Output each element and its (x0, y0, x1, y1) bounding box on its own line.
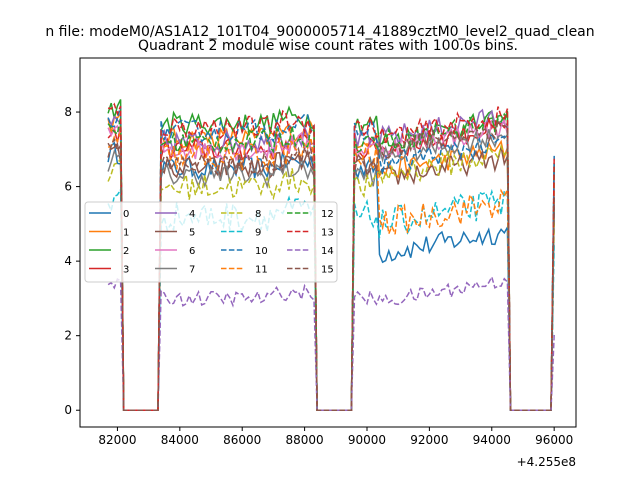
legend-label: 15 (321, 265, 334, 276)
legend-label: 2 (123, 246, 129, 257)
series-line-0 (107, 141, 555, 411)
series-line-13 (107, 102, 555, 411)
legend-label: 1 (123, 228, 129, 239)
y-tick-label: 6 (64, 180, 72, 194)
legend-label: 5 (189, 228, 195, 239)
series-line-5 (107, 142, 555, 411)
x-tick-label: 94000 (473, 433, 511, 447)
legend-label: 0 (123, 209, 129, 220)
x-tick-label: 88000 (286, 433, 324, 447)
series-line-11 (107, 131, 555, 411)
figure-suptitle: n file: modeM0/AS1A12_101T04_9000005714_… (45, 24, 594, 40)
x-tick-label: 84000 (161, 433, 199, 447)
series-line-7 (107, 128, 555, 411)
legend-label: 8 (255, 209, 261, 220)
legend-label: 6 (189, 246, 195, 257)
series-line-12 (107, 112, 555, 411)
x-tick-label: 92000 (410, 433, 448, 447)
y-axis: 0 2 4 6 8 (64, 105, 80, 417)
y-tick-label: 4 (64, 254, 72, 268)
x-tick-label: 96000 (535, 433, 573, 447)
legend-label: 13 (321, 228, 334, 239)
legend-label: 10 (255, 246, 268, 257)
x-tick-label: 90000 (348, 433, 386, 447)
legend-label: 12 (321, 209, 334, 220)
legend-box (84, 201, 338, 283)
legend-label: 14 (321, 246, 334, 257)
x-axis: 82000 84000 86000 88000 90000 92000 94000 96000 (98, 427, 573, 447)
chart-title: Quadrant 2 module wise count rates with … (138, 38, 518, 54)
x-tick-label: 86000 (223, 433, 261, 447)
y-tick-label: 8 (64, 105, 72, 119)
legend-label: 7 (189, 265, 195, 276)
series-line-14 (107, 275, 555, 411)
legend-label: 9 (255, 228, 261, 239)
legend-label: 4 (189, 209, 195, 220)
legend-label: 11 (255, 265, 268, 276)
y-tick-label: 2 (64, 329, 72, 343)
plot-frame (79, 57, 577, 428)
series-line-8 (107, 143, 555, 411)
y-tick-label: 0 (64, 403, 72, 417)
series-line-15 (107, 117, 555, 411)
x-tick-label: 82000 (98, 433, 136, 447)
legend-label: 3 (123, 265, 129, 276)
x-offset-label: +4.255e8 (517, 455, 576, 469)
